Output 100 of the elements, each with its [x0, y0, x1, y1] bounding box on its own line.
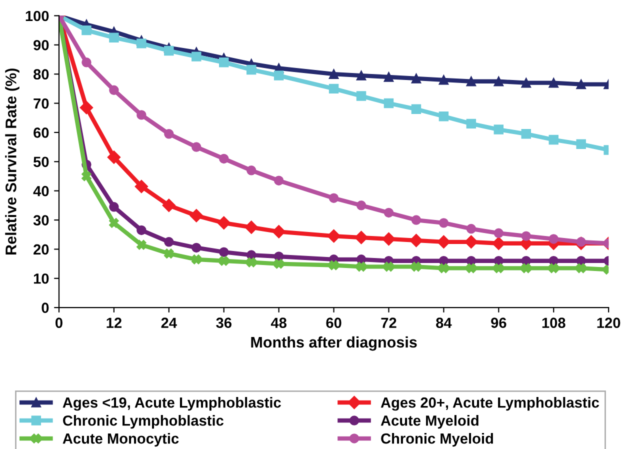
point — [438, 263, 449, 274]
point — [521, 78, 532, 88]
point — [217, 216, 230, 230]
point — [328, 193, 339, 203]
point — [576, 237, 586, 247]
x-tick-label: 0 — [56, 318, 62, 328]
x-tick-label: 36 — [216, 318, 232, 328]
point — [107, 150, 121, 164]
point — [109, 85, 119, 95]
point — [548, 263, 558, 274]
x-tick-label: 120 — [597, 318, 620, 328]
point — [576, 139, 586, 149]
y-tick-label: 50 — [34, 156, 49, 168]
y-tick-label: 0 — [42, 302, 49, 313]
point — [192, 142, 202, 152]
point — [494, 263, 504, 274]
x-tick-label: 72 — [381, 318, 396, 328]
point — [466, 76, 476, 86]
point — [384, 262, 394, 272]
y-tick-label: 40 — [33, 186, 49, 196]
point — [136, 225, 146, 236]
point — [80, 101, 94, 114]
point — [411, 104, 422, 114]
y-tick-label: 10 — [34, 273, 49, 284]
legend-label: Chronic Lymphoblastic — [63, 415, 224, 429]
x-tick-label: 60 — [326, 318, 342, 328]
legend-label: Ages <19, Acute Lymphoblastic — [62, 397, 281, 411]
point — [410, 234, 423, 248]
point — [164, 248, 174, 258]
x-tick-label: 12 — [106, 318, 122, 328]
point — [219, 247, 229, 257]
point — [384, 208, 394, 218]
point — [382, 232, 396, 246]
point — [494, 124, 504, 134]
point — [356, 70, 366, 80]
point — [438, 218, 449, 228]
point — [356, 262, 366, 272]
point — [274, 70, 284, 80]
point — [162, 198, 176, 212]
point — [192, 52, 202, 62]
y-tick-label: 20 — [34, 244, 49, 255]
point — [164, 129, 174, 139]
point — [356, 200, 366, 210]
point — [521, 263, 532, 274]
y-axis-title: Relative Survival Rate (%) — [5, 68, 20, 254]
point — [438, 75, 449, 85]
y-tick-label: 80 — [34, 69, 49, 80]
point — [354, 230, 368, 244]
x-tick-label: 48 — [270, 318, 286, 328]
point — [548, 134, 558, 145]
point — [272, 225, 286, 238]
point — [328, 84, 339, 94]
point — [82, 171, 92, 182]
y-tick-label: 60 — [34, 128, 49, 138]
x-axis-title: Months after diagnosis — [251, 336, 417, 351]
point — [164, 237, 174, 247]
point — [328, 69, 339, 79]
point — [494, 76, 504, 86]
point — [521, 129, 532, 139]
point — [82, 58, 92, 68]
point — [411, 262, 422, 272]
point — [219, 256, 229, 266]
point — [192, 254, 202, 264]
legend-label: Ages 20+, Acute Lymphoblastic — [380, 397, 600, 411]
x-tick-label: 96 — [491, 318, 506, 328]
point — [164, 46, 174, 56]
legend-label: Acute Myeloid — [380, 415, 478, 429]
legend-label: Chronic Myeloid — [381, 433, 493, 447]
y-tick-label: 70 — [34, 98, 49, 109]
point — [494, 228, 504, 238]
point — [328, 260, 339, 270]
point — [219, 58, 229, 68]
point — [411, 74, 422, 84]
point — [136, 38, 146, 48]
point — [246, 166, 256, 176]
x-tick-label: 84 — [436, 318, 452, 328]
point — [274, 258, 284, 269]
point — [438, 112, 449, 122]
point — [192, 242, 202, 253]
point — [134, 180, 148, 194]
point — [466, 263, 476, 274]
point — [521, 231, 532, 241]
point — [136, 110, 146, 120]
point — [219, 154, 229, 164]
point — [356, 91, 366, 101]
point — [244, 220, 258, 234]
point — [109, 218, 119, 228]
legend-label: Acute Monocytic — [62, 433, 179, 447]
y-tick-label: 100 — [26, 10, 49, 22]
point — [246, 64, 256, 75]
point — [548, 78, 558, 88]
point — [464, 235, 478, 248]
point — [82, 25, 92, 36]
point — [576, 79, 586, 90]
point — [109, 202, 119, 212]
point — [466, 118, 476, 129]
point — [411, 215, 422, 225]
point — [576, 263, 586, 274]
x-tick-label: 24 — [161, 318, 177, 328]
y-tick-label: 90 — [34, 40, 49, 50]
